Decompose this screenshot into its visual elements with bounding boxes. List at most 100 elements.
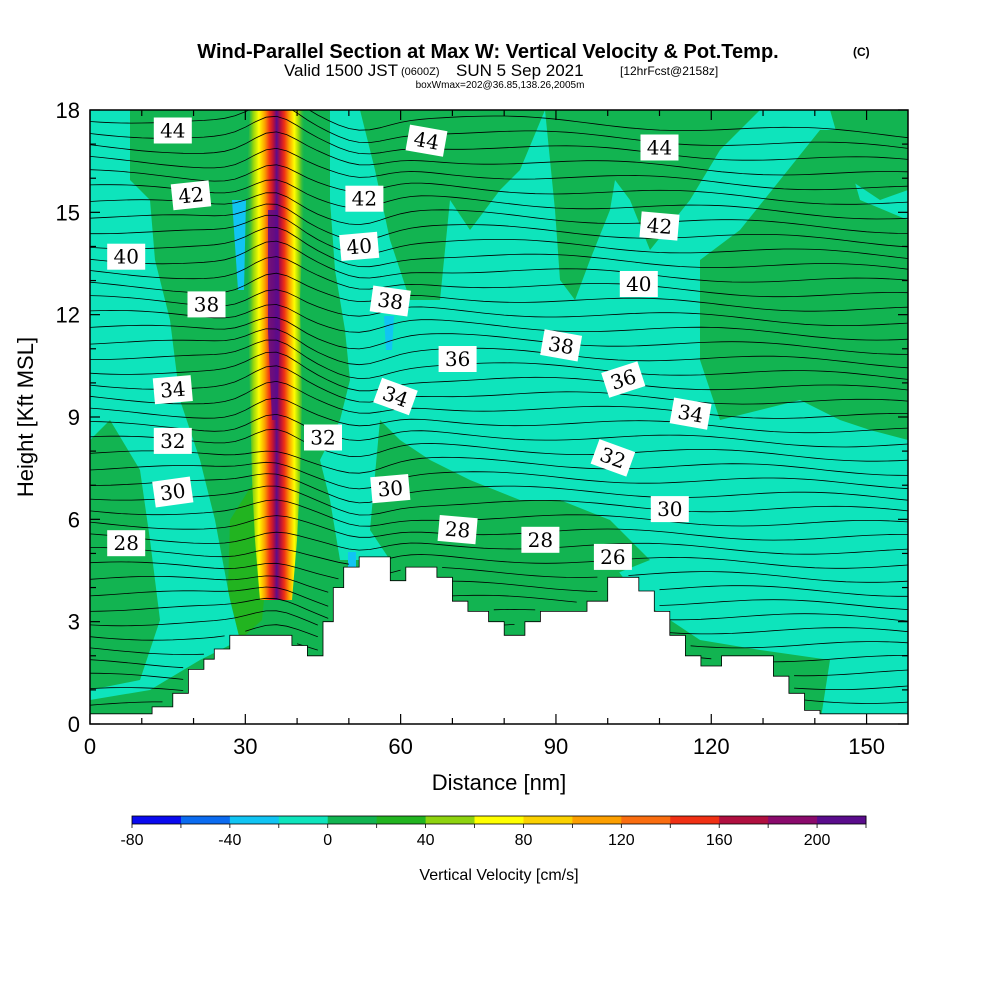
- theta-contour-label: 44: [640, 134, 679, 161]
- downdraft-region: [348, 552, 356, 568]
- theta-contour-line: [390, 554, 908, 569]
- theta-contour-label: 26: [593, 543, 632, 570]
- theta-contour-line: [669, 627, 908, 635]
- contour-label-box: [540, 329, 583, 362]
- contour-label-text: 42: [646, 213, 673, 239]
- theta-contour-line: [90, 365, 908, 405]
- x-tick-label: 120: [693, 734, 730, 759]
- theta-contour-line: [90, 687, 184, 691]
- plot-area: [90, 110, 908, 724]
- contour-label-text: 36: [445, 347, 470, 371]
- contour-label-box: [152, 375, 193, 405]
- contour-label-text: 30: [159, 478, 188, 505]
- colorbar-swatch: [621, 816, 671, 824]
- theta-contour-line: [90, 147, 908, 191]
- theta-contour-label: 34: [373, 377, 418, 416]
- theta-contour-label: 44: [405, 124, 448, 157]
- colorbar-tick-label: 120: [608, 832, 635, 849]
- contour-label-text: 38: [194, 292, 219, 316]
- colorbar-tick-label: -80: [120, 832, 143, 849]
- theta-contour-line: [90, 256, 908, 298]
- theta-contour-line: [90, 597, 329, 619]
- valid-prefix: Valid 1500 JST: [284, 61, 398, 80]
- colorbar-swatch: [523, 816, 573, 824]
- theta-contour-label: 30: [152, 476, 194, 508]
- colorbar-swatch: [572, 816, 622, 824]
- colorbar-swatch: [376, 816, 427, 824]
- colorbar-tick-label: 40: [417, 832, 435, 849]
- theta-contour-line: [504, 624, 515, 626]
- theta-contour-line: [90, 164, 908, 205]
- contour-label-text: 28: [444, 517, 471, 543]
- contour-label-box: [373, 377, 418, 416]
- theta-contour-line: [90, 561, 339, 580]
- contour-label-box: [152, 476, 194, 508]
- colorbar-swatch: [474, 816, 524, 824]
- contour-label-box: [639, 211, 680, 241]
- contour-label-text: 38: [546, 331, 575, 359]
- theta-contour-label: 34: [152, 375, 193, 405]
- colorbar-swatch: [425, 816, 476, 824]
- theta-contour-line: [794, 669, 908, 677]
- contour-label-text: 40: [345, 233, 372, 259]
- colorbar-swatch: [229, 816, 280, 824]
- colorbar-tick-label: 200: [804, 832, 831, 849]
- theta-contour-line: [308, 110, 908, 139]
- theta-contour-line: [90, 659, 184, 669]
- theta-contour-line: [90, 701, 163, 706]
- theta-contour-label: 36: [601, 361, 646, 398]
- x-tick-label: 90: [544, 734, 568, 759]
- theta-contour-line: [90, 380, 908, 419]
- boxwmax-info: boxWmax=202@36.85,138.26,2005m: [416, 80, 585, 91]
- theta-contour-line: [794, 685, 908, 690]
- theta-contour-label: 42: [345, 185, 384, 212]
- theta-contour-line: [90, 473, 908, 504]
- x-tick-label: 60: [388, 734, 412, 759]
- theta-contour-line: [90, 499, 908, 527]
- theta-contour-line: [659, 599, 908, 610]
- contour-label-box: [590, 439, 636, 477]
- colorbar-swatch: [817, 816, 867, 824]
- moderate-updraft-region: [545, 110, 620, 300]
- contour-label-box: [437, 514, 478, 545]
- theta-contour-line: [90, 515, 908, 541]
- theta-contour-line: [90, 485, 908, 516]
- y-tick-label: 6: [68, 507, 80, 532]
- contour-label-text: 42: [177, 182, 205, 209]
- x-axis: 0 30 60 90 120 150: [84, 110, 885, 759]
- contour-label-box: [345, 185, 384, 212]
- colorbar-label: Vertical Velocity [cm/s]: [419, 867, 578, 884]
- x-axis-label: Distance [nm]: [432, 770, 567, 795]
- theta-contour-line: [90, 397, 908, 434]
- valid-utc: (0600Z): [401, 66, 440, 78]
- theta-contour-line: [90, 131, 908, 176]
- contour-label-text: 30: [377, 476, 404, 502]
- theta-contour-line: [659, 585, 908, 597]
- y-axis-label: Height [Kft MSL]: [13, 337, 38, 497]
- colorbar-tick-label: 0: [323, 832, 332, 849]
- theta-contour-line: [90, 110, 908, 149]
- colorbar-tick-label: 160: [706, 832, 733, 849]
- updraft-core: [268, 210, 280, 420]
- theta-contour-line: [90, 575, 329, 593]
- theta-contour-line: [90, 317, 908, 355]
- theta-contour-line: [90, 203, 908, 248]
- theta-contour-label: 42: [170, 180, 212, 211]
- contour-label-box: [153, 117, 192, 144]
- contour-label-box: [405, 124, 448, 157]
- y-tick-label: 0: [68, 712, 80, 737]
- theta-contour-label: 36: [438, 346, 477, 372]
- theta-contour-label: 30: [650, 496, 689, 523]
- theta-contour-line: [90, 192, 908, 234]
- copyright-mark: (C): [853, 45, 870, 59]
- contour-label-box: [438, 346, 477, 372]
- downdraft-region: [232, 200, 246, 290]
- contour-label-box: [619, 271, 658, 297]
- theta-contour-line: [493, 608, 536, 611]
- contour-label-text: 32: [310, 426, 335, 450]
- contour-label-box: [107, 243, 146, 270]
- contour-label-text: 42: [352, 187, 377, 211]
- contour-label-box: [593, 543, 632, 570]
